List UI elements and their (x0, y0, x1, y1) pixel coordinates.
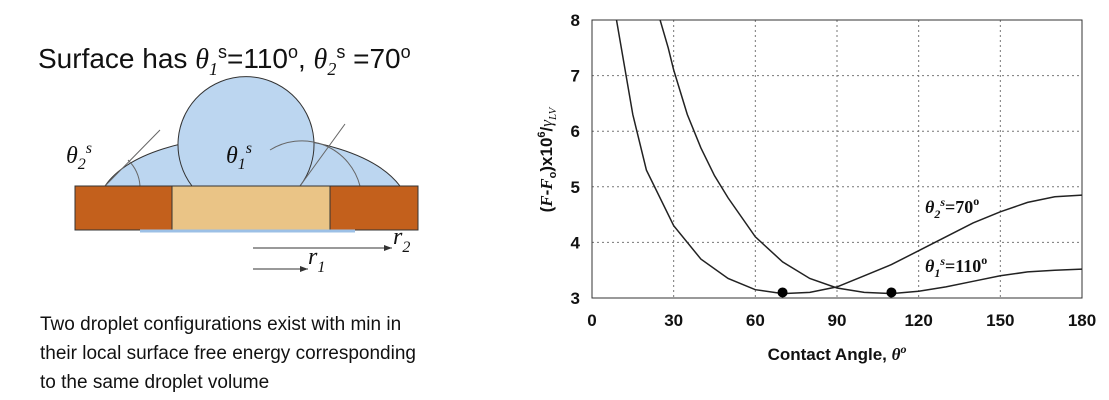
label-part: Contact Angle, (768, 345, 892, 364)
title-part: θ (195, 44, 209, 75)
label-part: 2 (78, 156, 86, 173)
y-tick-label: 8 (571, 11, 580, 30)
arrow-head (384, 245, 392, 251)
label-part: θ (925, 256, 935, 276)
y-tick-label: 3 (571, 289, 580, 308)
label-part: o (981, 253, 987, 267)
title-part: , (298, 43, 314, 74)
minimum-point (777, 287, 788, 298)
title-part: Surface has (38, 43, 195, 74)
curve-label: θ2s=70o (925, 194, 979, 221)
label-part: ( (537, 206, 556, 212)
curve (615, 20, 1082, 295)
title-part: 2 (327, 59, 336, 79)
theta1-label: θ1s (226, 140, 252, 173)
x-tick-label: 90 (828, 311, 847, 330)
label-part: o (973, 194, 979, 208)
x-tick-label: 0 (587, 311, 596, 330)
title-part: o (288, 42, 298, 62)
label-part: o (547, 171, 559, 178)
sphere-droplet (177, 76, 315, 187)
label-part: 1 (934, 266, 940, 280)
label-part: =70 (945, 197, 973, 217)
label-part: - (537, 190, 556, 196)
curve (659, 20, 1082, 295)
label-part: o (900, 342, 906, 356)
minimum-point (886, 287, 897, 298)
label-part: s (939, 254, 945, 268)
label-part: θ (892, 345, 901, 364)
y-axis-label: (F-Fo)x106/γLV (536, 106, 559, 212)
y-tick-label: 5 (571, 178, 580, 197)
substrate-patch (171, 185, 331, 231)
label-part: s (86, 140, 92, 157)
r2-label: r2 (393, 224, 410, 256)
label-part: s (246, 140, 252, 157)
label-part: F (537, 178, 556, 191)
label-part: 2 (933, 207, 940, 221)
theta2-label: θ2s (66, 140, 92, 173)
label-part: =110 (945, 256, 981, 276)
label-part: r (393, 224, 403, 250)
label-part: θ (66, 143, 78, 169)
label-part: 2 (402, 239, 410, 256)
title: Surface has θ1s=110o, θ2s =70o (38, 42, 411, 79)
plot-frame (591, 19, 1083, 299)
y-tick-label: 7 (571, 67, 580, 86)
description-line: to the same droplet volume (40, 372, 269, 393)
title-part: s (218, 42, 227, 62)
angle-arc (127, 159, 141, 187)
r1-label: r1 (308, 244, 325, 276)
title-part: θ (314, 44, 328, 75)
title-part: =70 (345, 43, 400, 74)
label-part: 1 (238, 156, 246, 173)
label-part: LV (547, 106, 559, 121)
x-tick-label: 60 (746, 311, 765, 330)
curve-label: θ1s=110o (925, 253, 987, 280)
title-part: s (336, 42, 345, 62)
label-part: θ (226, 143, 238, 169)
x-tick-label: 30 (664, 311, 683, 330)
y-tick-label: 6 (571, 122, 580, 141)
label-part: / (537, 126, 556, 131)
x-tick-label: 120 (904, 311, 932, 330)
tangent-line (104, 129, 161, 187)
label-part: r (308, 244, 318, 270)
label-part: 6 (536, 131, 548, 137)
x-tick-label: 180 (1068, 311, 1096, 330)
label-part: θ (925, 197, 935, 217)
description-line: Two droplet configurations exist with mi… (40, 314, 401, 335)
droplet-diagram: θ2s θ1s r2 r1 (66, 76, 419, 276)
description-line: their local surface free energy correspo… (40, 343, 416, 364)
label-part: γ (537, 119, 556, 127)
y-tick-label: 4 (571, 233, 581, 252)
label-part: F (537, 195, 556, 208)
x-tick-label: 150 (986, 311, 1014, 330)
label-part: s (939, 195, 945, 209)
title-part: o (401, 42, 411, 62)
angle-arc (269, 140, 361, 187)
arrow-head (300, 266, 308, 272)
x-axis-label: Contact Angle, θo (768, 342, 907, 364)
title-part: 1 (209, 59, 218, 79)
title-part: =110 (227, 43, 288, 74)
label-part: 1 (317, 259, 325, 276)
label-part: )x10 (537, 138, 556, 172)
tangent-line (299, 123, 346, 187)
